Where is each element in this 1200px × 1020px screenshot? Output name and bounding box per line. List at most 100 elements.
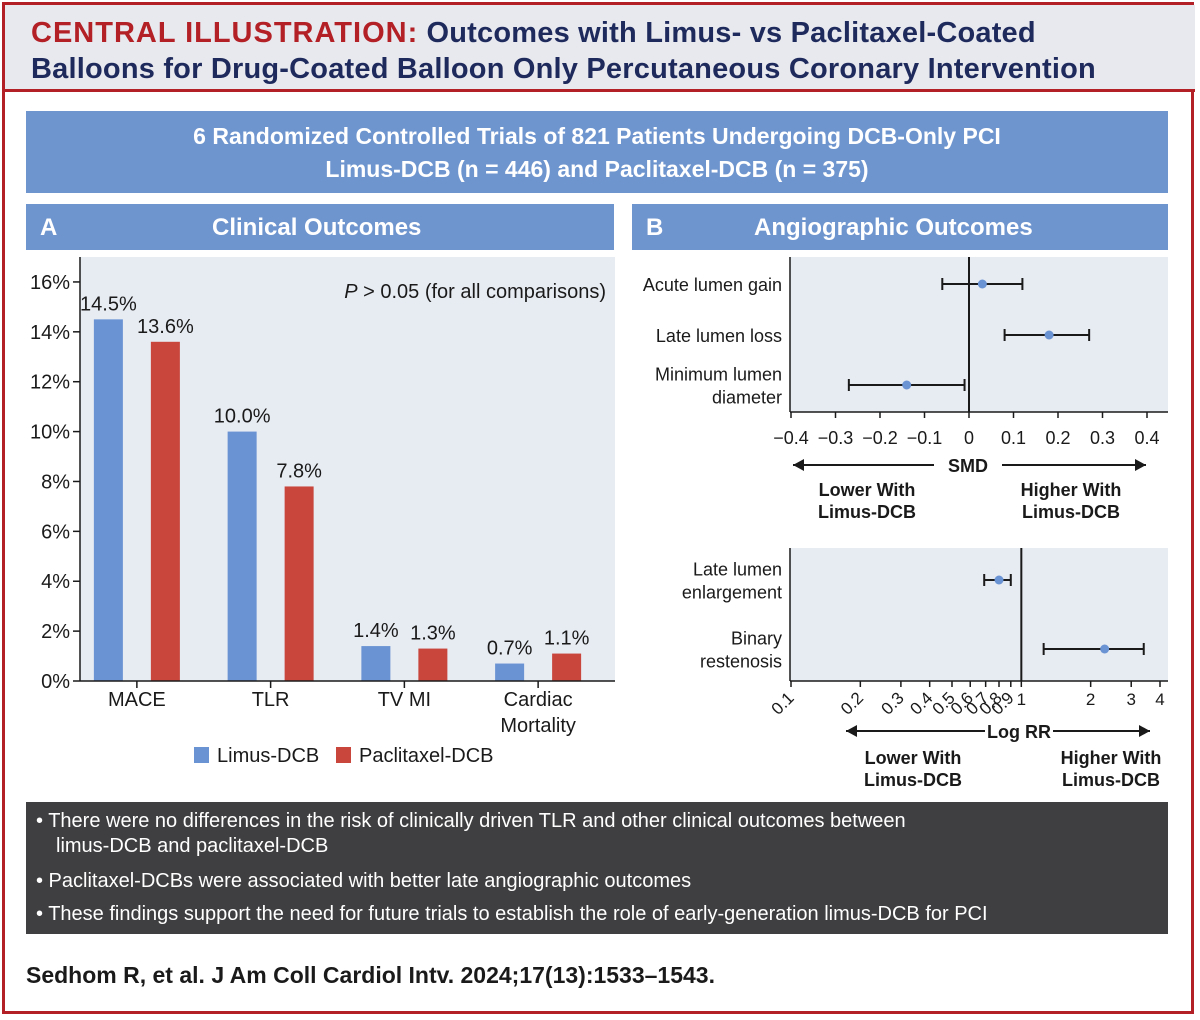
y-tick-label: 14% [30,322,70,344]
bar-value-label: 1.3% [410,623,456,645]
panel-b-title: Angiographic Outcomes [754,214,1033,241]
lower-with-note: Lower With [819,480,916,500]
row-label: enlargement [682,583,782,603]
x-tick-label: 0.2 [1045,428,1070,448]
central-illustration-label: CENTRAL ILLUSTRATION: [31,17,419,49]
x-category-label: Cardiac [504,689,573,711]
header-title-line1: CENTRAL ILLUSTRATION: Outcomes with Limu… [31,17,1036,50]
x-tick-label: 0.4 [1134,428,1159,448]
panel-a-letter: A [40,214,58,241]
y-tick-label: 0% [41,671,70,693]
citation: Sedhom R, et al. J Am Coll Cardiol Intv.… [26,962,715,988]
x-tick-label: −0.2 [862,428,898,448]
higher-with-note: Higher With [1021,480,1122,500]
x-tick-label: 0.3 [878,688,908,718]
x-tick-label: 0 [964,428,974,448]
point-estimate [977,279,987,289]
clinical-outcomes-bar-chart: 0% 2% 4% 6% 8% 10% 12% 14% 16% 14.5%13.6% MACE 10.0… [30,257,615,767]
legend-swatch [194,747,209,763]
header-title-line2: Balloons for Drug-Coated Balloon Only Pe… [31,53,1096,85]
p-value-annotation: P > 0.05 (for all comparisons) [344,281,606,303]
row-label: restenosis [700,652,782,672]
row-label: Minimum lumen [655,365,782,385]
higher-with-note: Limus-DCB [1062,770,1160,790]
direction-arrow-head [846,725,857,737]
panel-b-letter: B [646,214,664,241]
bar-limus [93,319,123,681]
bar-value-label: 13.6% [137,316,194,338]
plot-area [790,257,1168,412]
y-tick-label: 2% [41,621,70,643]
y-tick-label: 10% [30,422,70,444]
legend-label: Limus-DCB [217,745,319,767]
legend-swatch [336,747,351,763]
plot-area [790,548,1168,681]
panel-b-header: B Angiographic Outcomes [632,204,1168,250]
summary-banner: 6 Randomized Controlled Trials of 821 Pa… [26,111,1168,193]
x-category-label: Mortality [500,715,576,737]
bar-value-label: 0.7% [487,638,533,660]
lower-with-note: Limus-DCB [864,770,962,790]
header-title-text: Outcomes with Limus- vs Paclitaxel-Coate… [426,17,1036,49]
point-estimate [1044,330,1054,340]
bar-value-label: 1.4% [353,620,399,642]
smd-forest-plot: −0.4 −0.3 −0.2 −0.1 0 0.1 0.2 0.3 0.4 Acute lumen… [643,257,1168,522]
x-tick-label: 1 [1017,690,1026,709]
bar-paclitaxel [284,486,314,681]
panel-a-title: Clinical Outcomes [212,214,422,241]
direction-arrow-head [1139,725,1150,737]
x-category-label: TV MI [378,689,431,711]
x-axis-title: Log RR [987,722,1051,742]
direction-arrow-head [1135,459,1146,471]
x-category-label: MACE [108,689,166,711]
bar-paclitaxel [552,653,582,681]
bar-value-label: 14.5% [80,293,137,315]
y-tick-label: 12% [30,372,70,394]
y-tick-label: 6% [41,521,70,543]
higher-with-note: Limus-DCB [1022,502,1120,522]
bullet-1-continued: limus-DCB and paclitaxel-DCB [56,835,329,857]
lower-with-note: Limus-DCB [818,502,916,522]
key-findings-box: • There were no differences in the risk … [26,802,1168,934]
row-label: Binary [731,629,782,649]
row-label: Acute lumen gain [643,275,782,295]
higher-with-note: Higher With [1061,748,1162,768]
x-tick-label: −0.1 [907,428,943,448]
lower-with-note: Lower With [865,748,962,768]
bar-paclitaxel [418,648,448,681]
x-tick-label: 4 [1155,690,1164,709]
x-tick-label: 0.1 [1001,428,1026,448]
bar-limus [227,431,257,681]
row-label: Late lumen loss [656,326,782,346]
bar-value-label: 10.0% [214,406,271,428]
bullet-1: • There were no differences in the risk … [36,810,906,832]
x-tick-label: 3 [1126,690,1135,709]
y-tick-label: 4% [41,571,70,593]
panel-a-header: A Clinical Outcomes [26,204,614,250]
y-tick-label: 16% [30,272,70,294]
bar-limus [495,663,525,681]
y-tick-label: 8% [41,471,70,493]
point-estimate [902,380,912,390]
point-estimate [994,575,1004,585]
x-tick-label: 0.1 [768,688,798,718]
bullet-3: • These findings support the need for fu… [36,903,988,925]
direction-arrow-head [793,459,804,471]
x-tick-label: −0.4 [773,428,809,448]
header: CENTRAL ILLUSTRATION: Outcomes with Limu… [5,5,1195,92]
x-tick-label: 0.2 [837,688,867,718]
bar-limus [361,646,391,681]
bar-paclitaxel [150,341,180,681]
bullet-2: • Paclitaxel-DCBs were associated with b… [36,870,692,892]
banner-line1: 6 Randomized Controlled Trials of 821 Pa… [193,123,1001,149]
x-tick-label: −0.3 [818,428,854,448]
row-label: diameter [712,388,782,408]
bar-value-label: 1.1% [544,628,590,650]
x-tick-label: 2 [1086,690,1095,709]
x-axis-title: SMD [948,456,988,476]
bar-value-label: 7.8% [276,460,322,482]
x-category-label: TLR [252,689,290,711]
